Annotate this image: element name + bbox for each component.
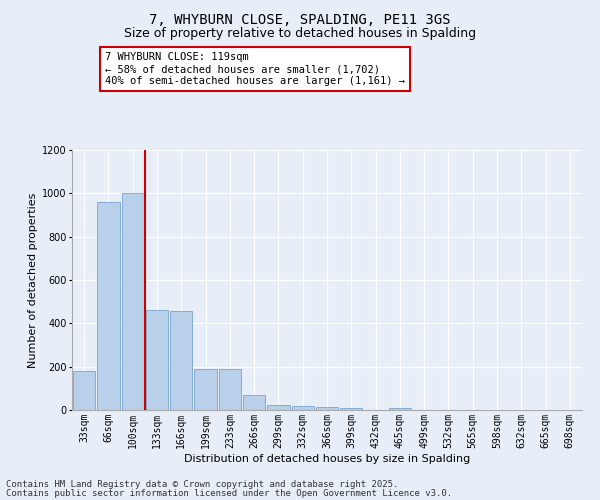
Bar	[146, 310, 168, 410]
Bar	[243, 395, 265, 410]
Y-axis label: Number of detached properties: Number of detached properties	[28, 192, 38, 368]
Bar	[170, 312, 193, 410]
Bar	[73, 371, 95, 410]
Bar	[292, 406, 314, 410]
Text: 7, WHYBURN CLOSE, SPALDING, PE11 3GS: 7, WHYBURN CLOSE, SPALDING, PE11 3GS	[149, 12, 451, 26]
Bar	[194, 369, 217, 410]
Text: Contains public sector information licensed under the Open Government Licence v3: Contains public sector information licen…	[6, 489, 452, 498]
Bar	[267, 404, 290, 410]
Bar	[340, 408, 362, 410]
Bar	[218, 369, 241, 410]
Bar	[316, 407, 338, 410]
Bar	[389, 408, 411, 410]
Bar	[122, 194, 144, 410]
X-axis label: Distribution of detached houses by size in Spalding: Distribution of detached houses by size …	[184, 454, 470, 464]
Text: 7 WHYBURN CLOSE: 119sqm
← 58% of detached houses are smaller (1,702)
40% of semi: 7 WHYBURN CLOSE: 119sqm ← 58% of detache…	[105, 52, 405, 86]
Text: Size of property relative to detached houses in Spalding: Size of property relative to detached ho…	[124, 28, 476, 40]
Bar	[97, 202, 119, 410]
Text: Contains HM Land Registry data © Crown copyright and database right 2025.: Contains HM Land Registry data © Crown c…	[6, 480, 398, 489]
